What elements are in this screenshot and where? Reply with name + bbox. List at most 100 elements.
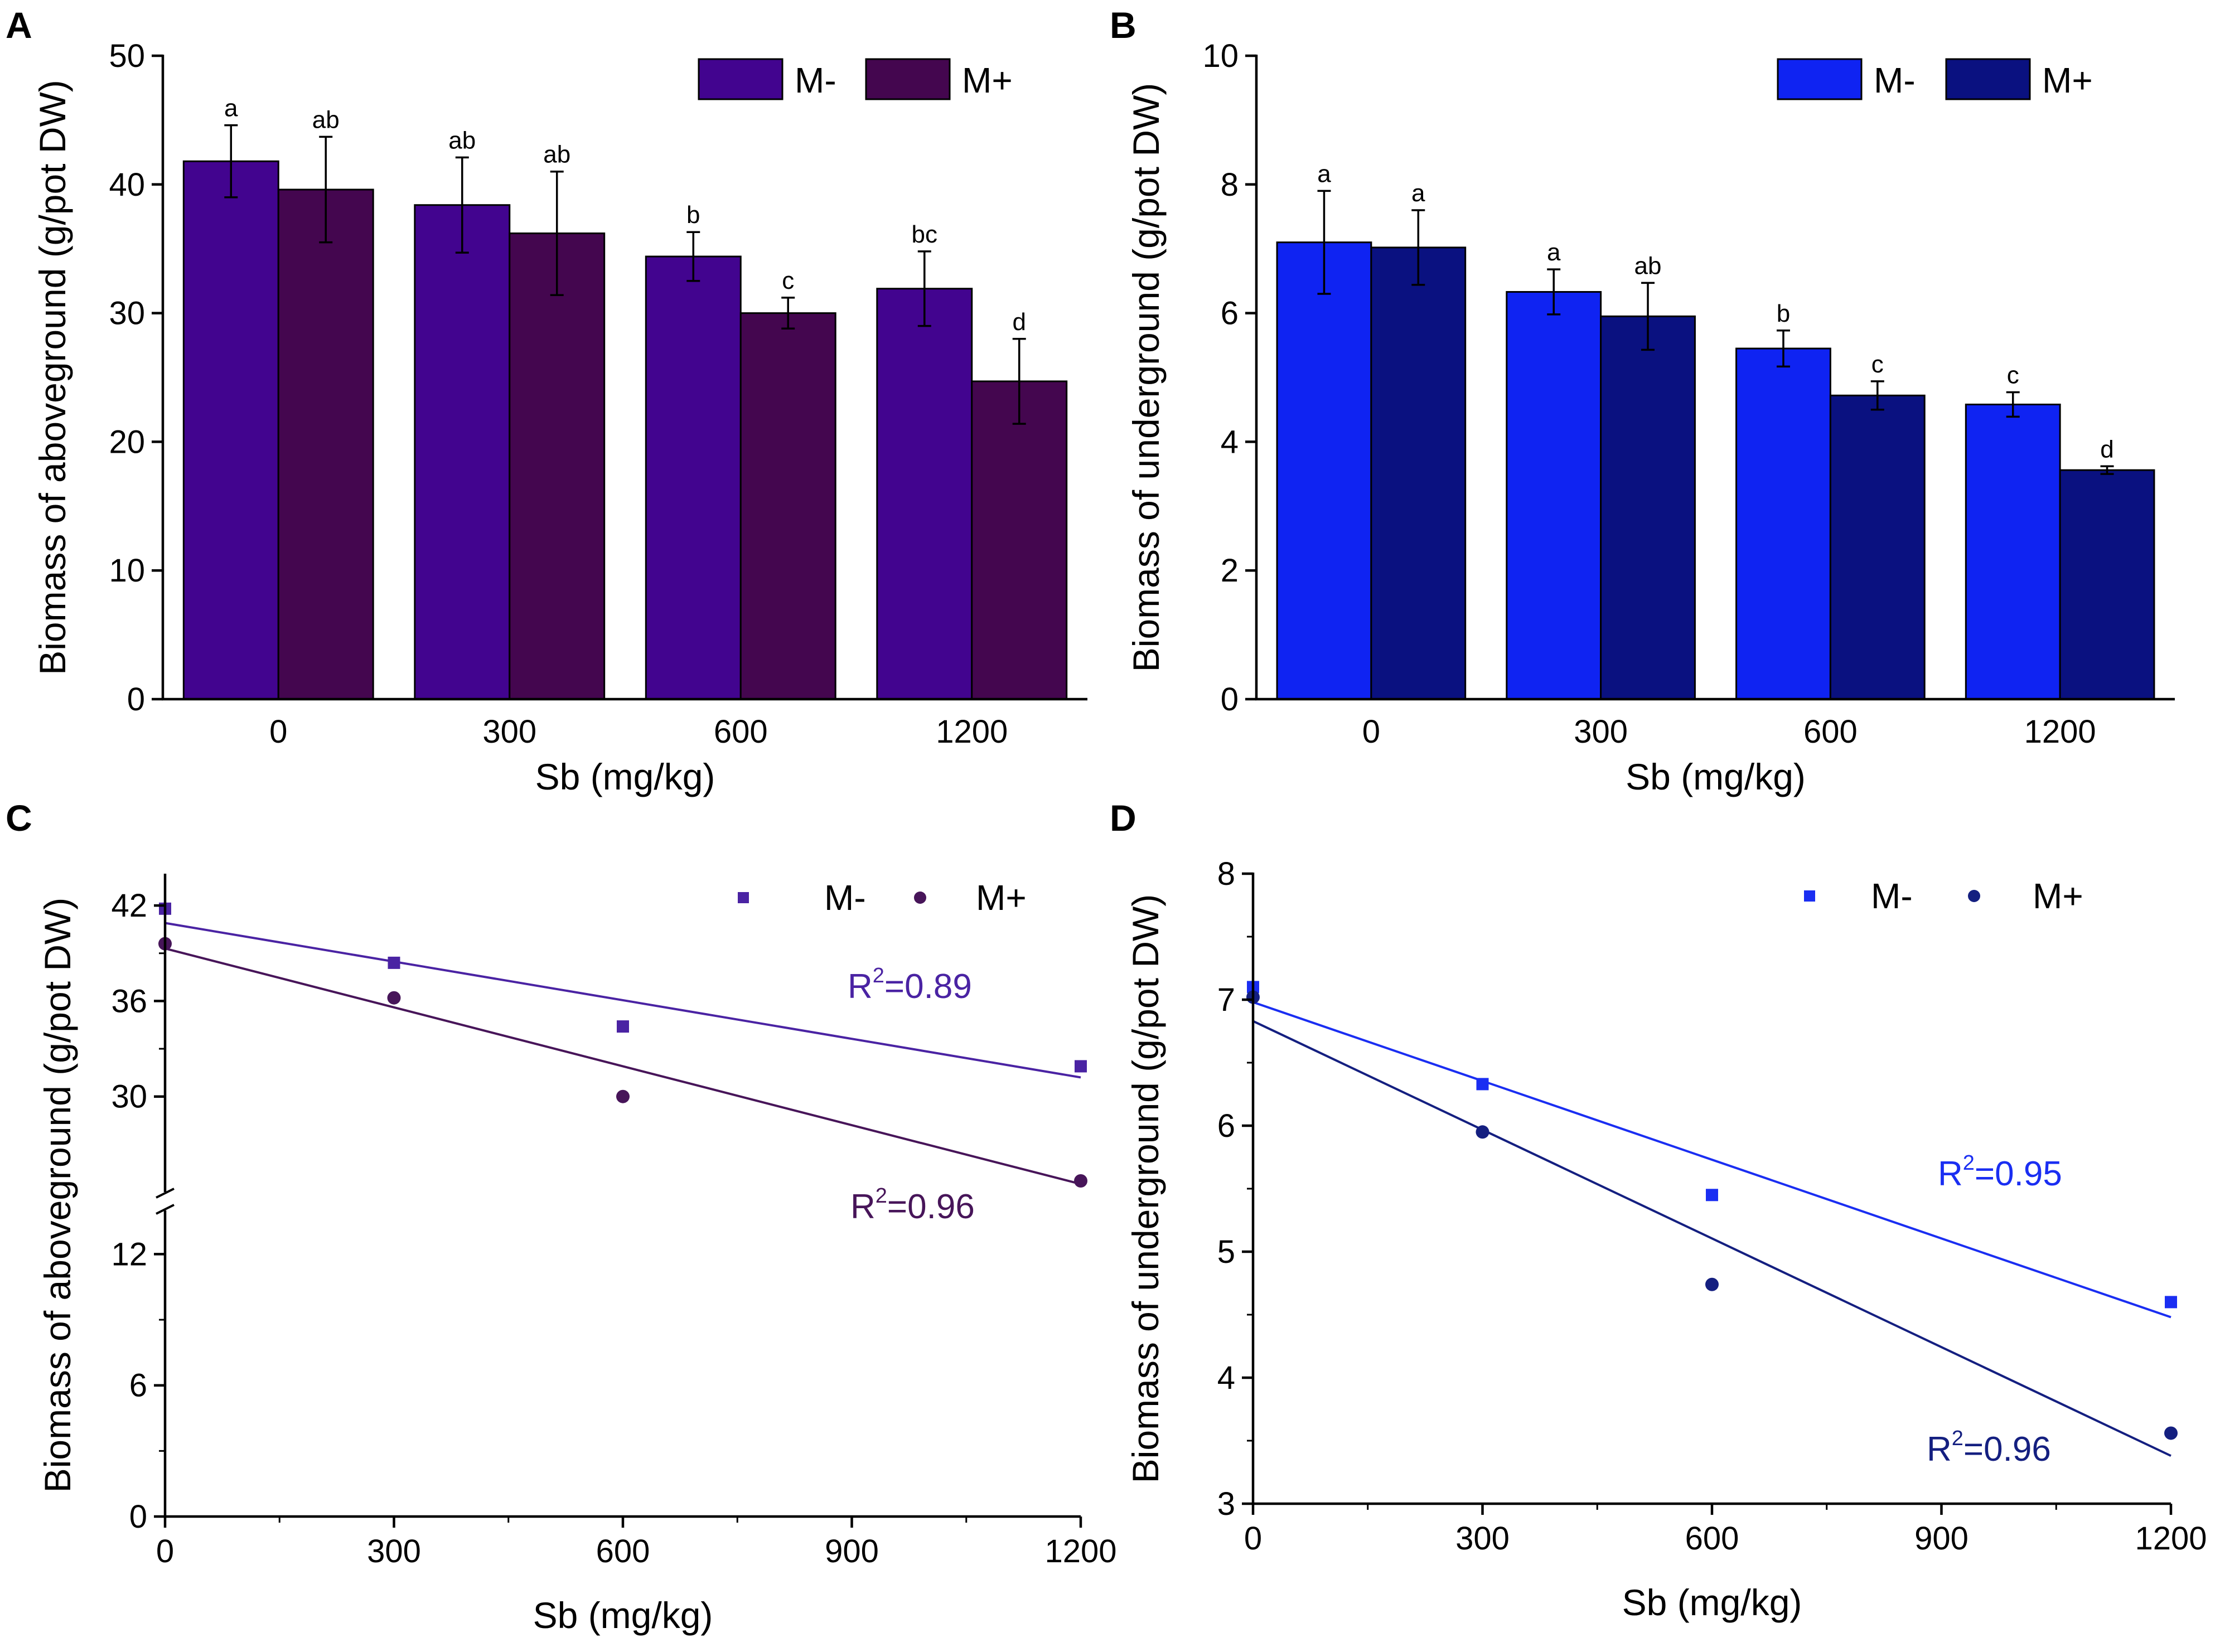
- point-square-M-: [1075, 1060, 1087, 1073]
- x-tick-label: 600: [1685, 1520, 1739, 1557]
- y-tick-label: 30: [109, 295, 145, 332]
- x-tick-label: 1200: [2135, 1520, 2207, 1557]
- significance-letter: d: [2100, 435, 2113, 463]
- y-tick-label: 8: [1221, 167, 1239, 203]
- y-tick-label: 0: [127, 681, 145, 718]
- r2-symbol: R: [848, 967, 873, 1006]
- y-tick-label: 42: [111, 888, 147, 924]
- r2-label-M-: R2=0.89: [848, 964, 972, 1006]
- significance-letter: b: [1777, 300, 1790, 327]
- y-tick-label: 6: [129, 1368, 147, 1404]
- x-tick-label: 600: [1803, 714, 1858, 750]
- legend-marker-M+: [1968, 890, 1980, 902]
- y-axis-title: Biomass of underground (g/pot DW): [1125, 83, 1167, 672]
- bar-M+-300: [509, 232, 606, 700]
- axis-break-mark: [156, 1188, 175, 1199]
- significance-letter: a: [1317, 160, 1331, 187]
- significance-letter: a: [224, 95, 238, 122]
- x-tick-label: 300: [1455, 1520, 1510, 1557]
- y-tick-label: 50: [109, 38, 145, 74]
- significance-letter: a: [1411, 180, 1425, 207]
- significance-letter: ab: [312, 106, 340, 133]
- point-square-M-: [617, 1020, 629, 1033]
- y-tick-label: 2: [1221, 553, 1239, 589]
- significance-letter: c: [1871, 351, 1884, 378]
- x-axis-title: Sb (mg/kg): [533, 1595, 713, 1636]
- r2-value: =0.89: [884, 967, 972, 1006]
- y-tick-label: 5: [1217, 1234, 1235, 1270]
- point-circle-M+: [1705, 1277, 1719, 1291]
- significance-letter: ab: [1634, 252, 1662, 279]
- bar-M+-1200: [2059, 469, 2155, 700]
- x-tick-label: 900: [1914, 1520, 1969, 1557]
- fit-line-M-: [165, 922, 1081, 1079]
- x-tick-label: 300: [367, 1533, 421, 1569]
- bar-M--1200: [1965, 403, 2061, 700]
- legend-marker-M-: [738, 892, 749, 903]
- x-tick-label: 600: [714, 714, 768, 750]
- y-axis-title: Biomass of aboveground (g/pot DW): [32, 80, 73, 675]
- y-tick-label: 10: [109, 553, 145, 589]
- r2-superscript: 2: [1952, 1427, 1963, 1450]
- y-tick-label: 6: [1217, 1108, 1235, 1144]
- r2-value: =0.96: [1963, 1430, 2051, 1469]
- bar-M--0: [182, 160, 279, 700]
- y-tick-label: 0: [1221, 681, 1239, 718]
- r2-symbol: R: [1938, 1155, 1963, 1193]
- panel-letter: B: [1110, 4, 1136, 46]
- fit-line-M+: [1252, 1020, 2171, 1457]
- significance-letter: c: [2007, 362, 2019, 389]
- r2-value: =0.95: [1975, 1155, 2062, 1193]
- significance-letter: b: [686, 201, 700, 229]
- point-square-M-: [1706, 1189, 1718, 1202]
- y-tick-label: 3: [1217, 1486, 1235, 1522]
- legend-swatch-M+: [865, 58, 951, 100]
- legend-marker-M-: [1804, 890, 1815, 902]
- legend-label: M-: [795, 60, 836, 100]
- bar-M+-0: [1370, 246, 1467, 700]
- bar-M--0: [1276, 241, 1372, 700]
- x-tick-label: 0: [1244, 1520, 1262, 1557]
- r2-superscript: 2: [1963, 1151, 1975, 1175]
- x-tick-label: 0: [269, 714, 287, 750]
- y-tick-label: 36: [111, 983, 147, 1019]
- panel-letter: A: [6, 4, 32, 46]
- x-tick-label: 300: [482, 714, 536, 750]
- r2-label-M+: R2=0.96: [1927, 1427, 2051, 1469]
- y-tick-label: 10: [1202, 38, 1239, 74]
- legend-label: M+: [976, 878, 1027, 918]
- point-circle-M+: [616, 1089, 630, 1103]
- bar-M--300: [1506, 291, 1602, 700]
- x-tick-label: 1200: [1044, 1533, 1116, 1569]
- y-tick-label: 0: [129, 1499, 147, 1535]
- legend-label: M+: [962, 60, 1013, 100]
- x-tick-label: 600: [596, 1533, 650, 1569]
- y-tick-label: 30: [111, 1079, 147, 1115]
- legend-swatch-M+: [1945, 58, 2031, 100]
- r2-label-M+: R2=0.96: [850, 1184, 975, 1226]
- y-tick-label: 7: [1217, 982, 1235, 1018]
- y-axis-title: Biomass of aboveground (g/pot DW): [37, 898, 78, 1493]
- r2-superscript: 2: [873, 964, 884, 987]
- legend-label: M+: [2042, 60, 2093, 100]
- bar-M+-300: [1600, 315, 1696, 700]
- point-circle-M+: [2164, 1426, 2178, 1440]
- point-square-M-: [2165, 1296, 2177, 1309]
- axis-break-mark: [156, 1204, 175, 1215]
- point-circle-M+: [1074, 1174, 1087, 1188]
- legend-label: M-: [824, 878, 866, 918]
- legend-label: M-: [1874, 60, 1916, 100]
- x-axis-title: Sb (mg/kg): [535, 756, 715, 797]
- point-circle-M+: [1476, 1125, 1489, 1139]
- bar-M--300: [414, 204, 511, 700]
- significance-letter: bc: [912, 221, 937, 248]
- x-axis-title: Sb (mg/kg): [1626, 756, 1806, 797]
- legend-label: M+: [2033, 876, 2083, 916]
- y-axis-title: Biomass of underground (g/pot DW): [1125, 894, 1166, 1483]
- y-tick-label: 4: [1221, 424, 1239, 460]
- r2-symbol: R: [850, 1188, 876, 1226]
